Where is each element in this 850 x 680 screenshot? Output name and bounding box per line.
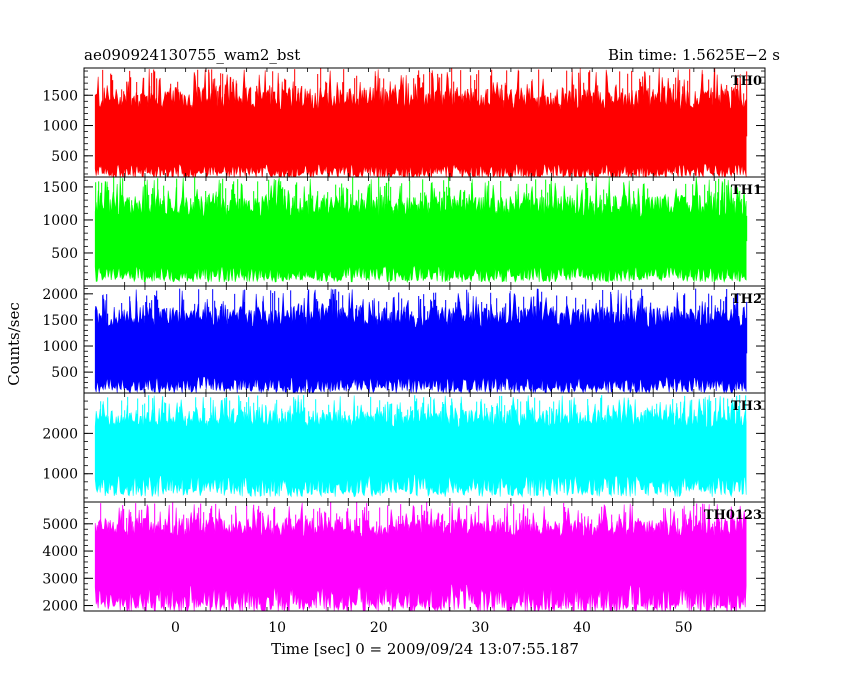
series-th2-spikes: [95, 288, 748, 354]
panel-th0123: 2000 3000 4000 5000 TH0123: [42, 501, 766, 615]
y-tick-label: 2000: [42, 426, 78, 442]
x-tick-label: 0: [171, 620, 180, 636]
y-tick-label: 1500: [42, 88, 78, 104]
y-tick-label: 2000: [42, 287, 78, 303]
series-th3-band: [94, 395, 747, 498]
y-tick-label: 3000: [42, 571, 78, 587]
chart-subtitle: Bin time: 1.5625E−2 s: [608, 46, 780, 64]
panel-th2: 500 1000 1500 2000 TH2: [42, 285, 766, 394]
y-tick-label: 1000: [42, 213, 78, 229]
x-tick-label: 10: [268, 620, 286, 636]
chart-title: ae090924130755_wam2_bst: [84, 46, 300, 64]
x-tick-label: 20: [370, 620, 388, 636]
x-axis-label: Time [sec] 0 = 2009/09/24 13:07:55.187: [271, 640, 579, 658]
panel-th3: 1000 2000 TH3: [42, 392, 766, 503]
y-tick-label: 4000: [42, 544, 78, 560]
series-th3-spikes: [100, 395, 747, 452]
y-tick-label: 500: [51, 365, 78, 381]
y-axis-label: Counts/sec: [5, 302, 23, 386]
y-tick-label: 1500: [42, 180, 78, 196]
y-tick-label: 1000: [42, 467, 78, 483]
x-tick-label: 50: [675, 620, 693, 636]
y-tick-label: 1500: [42, 313, 78, 329]
y-tick-label: 2000: [42, 599, 78, 615]
panel-label-th2: TH2: [731, 292, 762, 307]
y-tick-label: 500: [51, 246, 78, 262]
y-tick-label: 1000: [42, 339, 78, 355]
series-th0123-spikes: [96, 502, 745, 564]
panel-label-th3: TH3: [731, 399, 762, 414]
panel-label-th1: TH1: [731, 183, 762, 198]
x-tick-label: 40: [573, 620, 591, 636]
y-tick-label: 500: [51, 149, 78, 165]
y-tick-label: 1000: [42, 119, 78, 135]
y-tick-label: 5000: [42, 517, 78, 533]
panel-label-th0: TH0: [731, 74, 762, 89]
panel-label-th0123: TH0123: [704, 508, 762, 523]
series-th1-spikes: [95, 177, 748, 242]
panel-th1: 500 1000 1500 TH1: [42, 176, 766, 287]
x-tick-label: 30: [471, 620, 489, 636]
panel-th0: 500 1000 1500 TH0: [42, 67, 766, 178]
series-th0-spikes: [102, 68, 748, 137]
